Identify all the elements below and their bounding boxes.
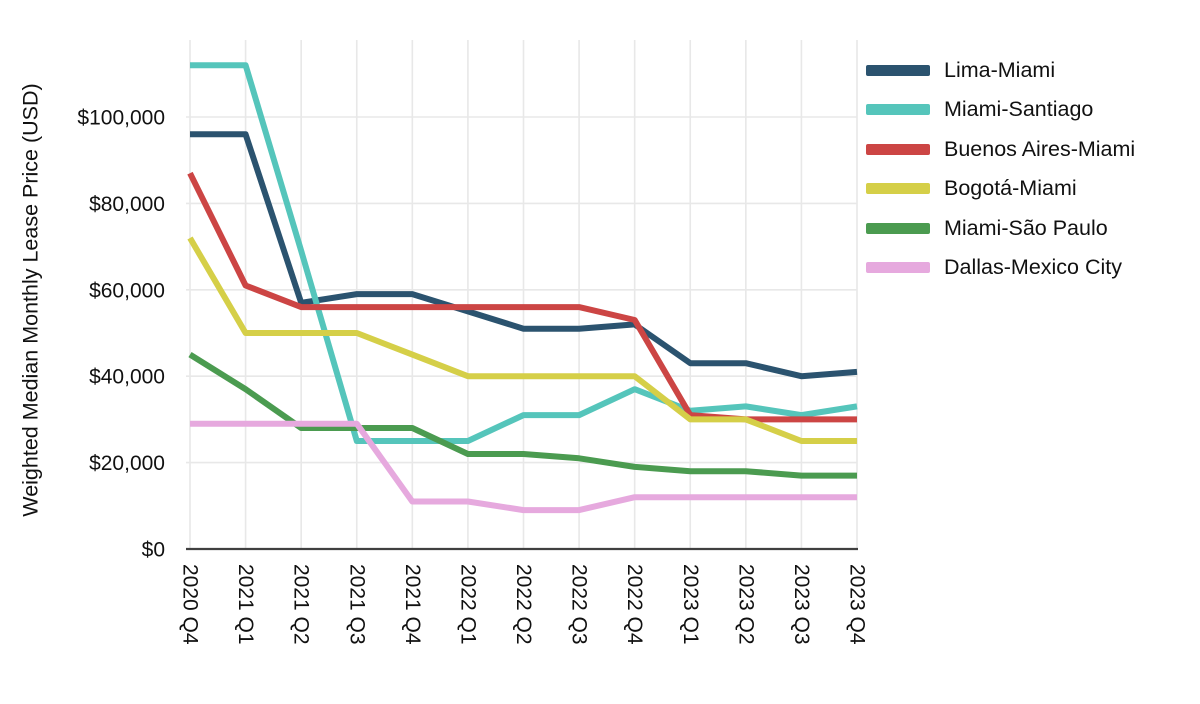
legend-label: Buenos Aires-Miami [944, 136, 1136, 161]
y-tick-label: $80,000 [89, 193, 165, 216]
legend-swatch-bogot-miami [866, 183, 930, 194]
legend-item-dallas-mexico-city: Dallas-Mexico City [866, 254, 1135, 282]
x-tick-label: 2020 Q4 [179, 564, 202, 645]
y-axis-title: Weighted Median Monthly Lease Price (USD… [18, 83, 43, 517]
x-tick-label: 2023 Q1 [679, 564, 702, 645]
legend-swatch-miami-santiago [866, 104, 930, 115]
series-line-miami-santiago [190, 62, 858, 444]
x-tick-label: 2021 Q1 [234, 564, 257, 645]
y-tick-label: $0 [142, 539, 165, 562]
y-tick-label: $60,000 [89, 279, 165, 302]
series-line-miami-s-o-paulo [188, 352, 857, 479]
legend: Lima-Miami Miami-Santiago Buenos Aires-Mia… [866, 56, 1135, 282]
legend-item-miami-s-o-paulo: Miami-São Paulo [866, 214, 1135, 242]
series-line-bogot-miami [187, 236, 857, 444]
y-tick-label: $100,000 [77, 107, 165, 130]
x-tick-label: 2023 Q3 [790, 564, 813, 645]
legend-item-lima-miami: Lima-Miami [866, 56, 1135, 84]
y-tick-label: $40,000 [89, 366, 165, 389]
x-tick-label: 2021 Q4 [401, 564, 424, 645]
legend-swatch-dallas-mexico-city [866, 262, 930, 273]
x-tick-label: 2022 Q2 [512, 564, 535, 645]
legend-swatch-miami-s-o-paulo [866, 222, 930, 234]
legend-label: Bogotá-Miami [944, 176, 1077, 200]
legend-label: Miami-São Paulo [944, 215, 1108, 240]
series-line-lima-miami [190, 131, 858, 380]
legend-item-miami-santiago: Miami-Santiago [866, 96, 1135, 124]
legend-label: Dallas-Mexico City [944, 255, 1123, 279]
legend-item-bogot-miami: Bogotá-Miami [866, 175, 1135, 203]
x-tick-label: 2022 Q3 [568, 564, 591, 645]
y-tick-label: $20,000 [89, 452, 165, 475]
x-tick-label: 2023 Q2 [734, 564, 757, 645]
legend-label: Lima-Miami [944, 57, 1056, 82]
x-tick-label: 2023 Q4 [846, 564, 869, 645]
series-line-dallas-mexico-city [190, 420, 857, 514]
legend-item-buenos-aires-miami: Buenos Aires-Miami [866, 135, 1135, 163]
legend-swatch-buenos-aires-miami [866, 143, 930, 155]
legend-swatch-lima-miami [866, 64, 930, 76]
x-tick-label: 2022 Q4 [623, 564, 646, 645]
x-tick-label: 2022 Q1 [456, 564, 479, 645]
legend-label: Miami-Santiago [944, 97, 1094, 121]
x-tick-label: 2021 Q3 [345, 564, 368, 645]
x-tick-label: 2021 Q2 [290, 564, 313, 645]
